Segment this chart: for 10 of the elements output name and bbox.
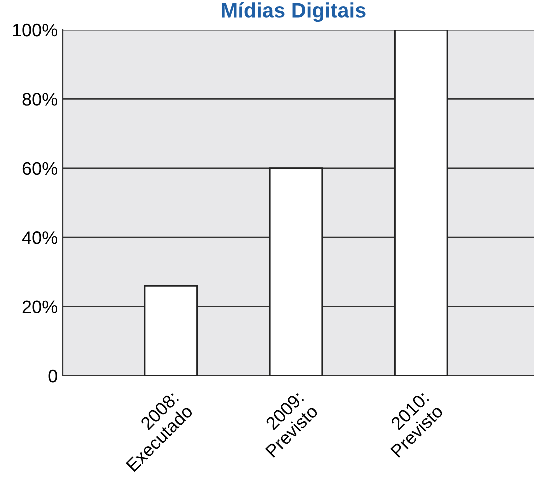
y-tick-label: 0	[48, 370, 58, 383]
chart-title: Mídias Digitais	[222, 2, 366, 22]
bar	[144, 285, 198, 376]
y-tick-label: 40%	[22, 232, 58, 244]
bar	[394, 30, 448, 376]
y-tick-label: 60%	[22, 162, 58, 176]
y-tick-label: 20%	[22, 300, 58, 314]
y-tick-label: 80%	[22, 93, 58, 106]
bar	[269, 168, 324, 376]
y-tick-label: 100%	[13, 24, 58, 37]
